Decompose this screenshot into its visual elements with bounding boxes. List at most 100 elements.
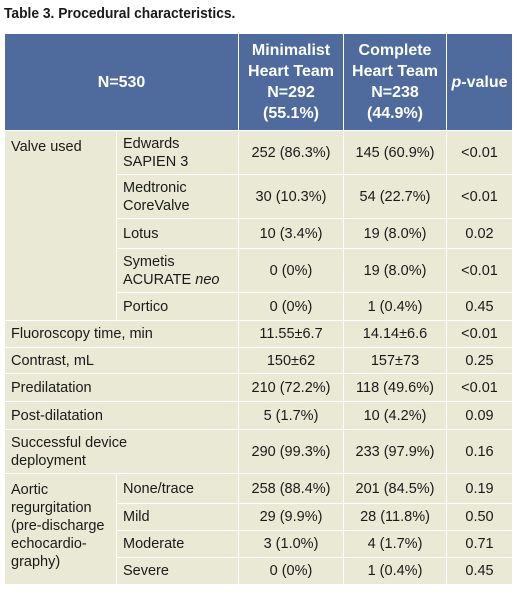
table-row: Moderate 3 (1.0%) 4 (1.7%) 0.71 (5, 530, 513, 558)
header-complete-line: N=238 (371, 84, 419, 101)
cell-complete: 54 (22.7%) (343, 174, 447, 219)
cell-pvalue: 0.16 (446, 429, 513, 474)
header-n: N=530 (4, 33, 239, 131)
cell-pvalue: 0.02 (446, 218, 513, 249)
row-group-label-line: Aortic (11, 482, 49, 498)
cell-minimalist: 150±62 (238, 347, 344, 374)
table-row: Contrast, mL 150±62 157±73 0.25 (4, 347, 513, 374)
row-group-label: Valve used (4, 130, 117, 321)
row-sublabel-line: Edwards (123, 135, 180, 152)
cell-minimalist: 3 (1.0%) (238, 530, 344, 558)
row-sublabel-line: CoreValve (123, 197, 190, 214)
header-minimalist-line: (55.1%) (262, 105, 320, 122)
table-row: Predilatation 210 (72.2%) 118 (49.6%) <0… (4, 373, 513, 402)
cell-pvalue: <0.01 (446, 373, 513, 402)
table-row: Portico 0 (0%) 1 (0.4%) 0.45 (5, 292, 513, 321)
cell-pvalue: 0.09 (446, 401, 513, 430)
row-label: Predilatation (4, 373, 239, 402)
row-label-line: Successful device (11, 434, 128, 451)
cell-pvalue: 0.45 (446, 292, 513, 321)
row-sublabel: Mild (116, 503, 239, 531)
row-sublabel: Edwards SAPIEN 3 (116, 130, 239, 175)
cell-complete: 233 (97.9%) (343, 429, 447, 474)
cell-complete: 10 (4.2%) (343, 401, 447, 430)
cell-pvalue: 0.50 (446, 503, 513, 531)
table-row: Symetis ACURATE neo 0 (0%) 19 (8.0%) <0.0… (5, 248, 513, 293)
header-row: N=530 Minimalist Heart Team N=292 (55.1%… (4, 33, 513, 131)
cell-minimalist: 0 (0%) (238, 292, 344, 321)
cell-minimalist: 258 (88.4%) (238, 473, 344, 504)
cell-complete: 1 (0.4%) (343, 557, 447, 585)
row-group-label: Aortic regurgitation (pre-discharge echo… (4, 473, 117, 585)
procedural-characteristics-table: N=530 Minimalist Heart Team N=292 (55.1%… (4, 33, 513, 585)
cell-minimalist: 290 (99.3%) (238, 429, 344, 474)
row-sublabel: None/trace (116, 473, 239, 504)
cell-complete: 201 (84.5%) (343, 473, 447, 504)
cell-pvalue: 0.25 (446, 347, 513, 374)
cell-minimalist: 210 (72.2%) (238, 373, 344, 402)
row-sublabel-line: Symetis (123, 253, 175, 270)
table-row: Medtronic CoreValve 30 (10.3%) 54 (22.7%)… (5, 174, 513, 219)
table-row: Post-dilatation 5 (1.7%) 10 (4.2%) 0.09 (4, 401, 513, 430)
row-sublabel: Severe (116, 557, 239, 585)
table-row: Valve used Edwards SAPIEN 3 252 (86.3%) 1… (4, 130, 513, 321)
row-group-label-line: echocardio- (11, 536, 87, 552)
cell-minimalist: 30 (10.3%) (238, 174, 344, 219)
cell-pvalue: 0.45 (446, 557, 513, 585)
cell-minimalist: 252 (86.3%) (238, 130, 344, 175)
row-sublabel-line: SAPIEN 3 (123, 153, 189, 170)
row-label: Successful device deployment (4, 429, 239, 474)
cell-minimalist: 11.55±6.7 (238, 320, 344, 348)
cell-pvalue: <0.01 (446, 248, 513, 293)
cell-complete: 19 (8.0%) (343, 248, 447, 293)
cell-complete: 19 (8.0%) (343, 218, 447, 249)
row-label: Fluoroscopy time, min (4, 320, 239, 348)
row-sublabel-line: Medtronic (123, 179, 187, 196)
cell-minimalist: 0 (0%) (238, 557, 344, 585)
header-minimalist-line: Minimalist (251, 42, 331, 59)
table-row: Successful device deployment 290 (99.3%) … (4, 429, 513, 474)
cell-minimalist: 10 (3.4%) (238, 218, 344, 249)
cell-minimalist: 29 (9.9%) (238, 503, 344, 531)
cell-pvalue: <0.01 (446, 130, 513, 175)
cell-pvalue: 0.71 (446, 530, 513, 558)
header-pvalue-italic: p (451, 73, 462, 91)
header-minimalist: Minimalist Heart Team N=292 (55.1%) (238, 33, 344, 131)
cell-complete: 28 (11.8%) (343, 503, 447, 531)
cell-complete: 1 (0.4%) (343, 292, 447, 321)
row-label-line: deployment (11, 452, 86, 469)
row-sublabel-italic: neo (195, 271, 220, 288)
header-complete-line: Complete (358, 42, 432, 59)
row-sublabel: Lotus (116, 218, 239, 249)
row-group-label-line: regurgitation (11, 500, 92, 516)
cell-minimalist: 5 (1.7%) (238, 401, 344, 430)
cell-minimalist: 0 (0%) (238, 248, 344, 293)
row-sublabel: Medtronic CoreValve (116, 174, 239, 219)
cell-complete: 145 (60.9%) (343, 130, 447, 175)
header-minimalist-line: Heart Team (248, 63, 334, 80)
row-sublabel-line: ACURATE neo (123, 271, 232, 289)
row-sublabel: Portico (116, 292, 239, 321)
row-group-label-line: graphy) (11, 554, 61, 570)
table-row: Aortic regurgitation (pre-discharge echo… (4, 473, 513, 585)
row-sublabel: Moderate (116, 530, 239, 558)
row-label: Post-dilatation (4, 401, 239, 430)
cell-pvalue: <0.01 (446, 320, 513, 348)
table-row: Fluoroscopy time, min 11.55±6.7 14.14±6.… (4, 320, 513, 348)
cell-pvalue: 0.19 (446, 473, 513, 504)
cell-complete: 157±73 (343, 347, 447, 374)
table-caption: Table 3. Procedural characteristics. (4, 5, 236, 22)
header-pvalue: p-value (446, 33, 513, 131)
row-group-label-line: (pre-discharge (11, 518, 105, 534)
cell-pvalue: <0.01 (446, 174, 513, 219)
header-complete-line: Heart Team (352, 63, 438, 80)
table-row: Severe 0 (0%) 1 (0.4%) 0.45 (5, 557, 513, 585)
cell-complete: 118 (49.6%) (343, 373, 447, 402)
header-complete: Complete Heart Team N=238 (44.9%) (343, 33, 447, 131)
cell-complete: 14.14±6.6 (343, 320, 447, 348)
header-complete-line: (44.9%) (366, 105, 424, 122)
header-pvalue-rest: -value (461, 73, 508, 91)
row-sublabel-text: ACURATE (123, 271, 196, 288)
cell-complete: 4 (1.7%) (343, 530, 447, 558)
header-minimalist-line: N=292 (267, 84, 315, 101)
